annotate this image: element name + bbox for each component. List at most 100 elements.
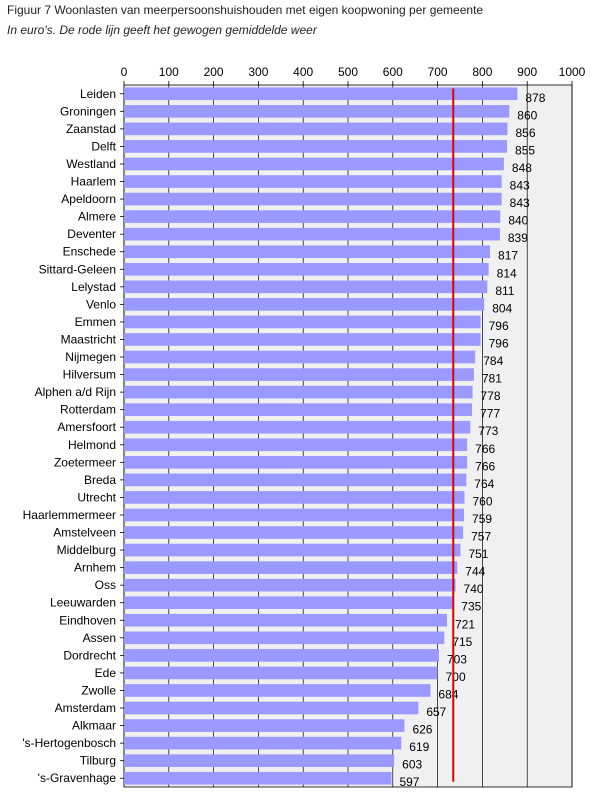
category-label: Amstelveen xyxy=(53,526,116,540)
bar xyxy=(124,473,467,487)
category-label: 's-Gravenhage xyxy=(38,771,117,785)
category-label: Leiden xyxy=(80,87,116,101)
x-tick-label: 0 xyxy=(121,65,128,79)
value-label: 796 xyxy=(489,319,509,333)
category-label: Enschede xyxy=(63,245,117,259)
category-label: Assen xyxy=(83,631,116,645)
bar xyxy=(124,140,508,153)
category-label: Alphen a/d Rijn xyxy=(35,385,116,399)
figure-subtitle: In euro's. De rode lijn geeft het gewoge… xyxy=(7,23,317,37)
value-label: 817 xyxy=(498,249,518,263)
value-label: 703 xyxy=(447,652,467,666)
value-label: 735 xyxy=(461,600,481,614)
category-label: Haarlem xyxy=(71,175,116,189)
value-label: 626 xyxy=(412,723,432,737)
bar xyxy=(124,403,473,416)
value-label: 856 xyxy=(515,126,535,140)
category-label: Hilversum xyxy=(63,368,116,382)
category-label: Sittard-Geleen xyxy=(39,262,116,276)
category-label: Eindhoven xyxy=(59,613,116,627)
category-label: Dordrecht xyxy=(63,648,116,662)
category-label: Haarlemmermeer xyxy=(23,508,116,522)
bar xyxy=(124,385,473,399)
x-tick-label: 400 xyxy=(293,65,313,79)
value-label: 744 xyxy=(465,565,485,579)
category-label: Zwolle xyxy=(81,683,116,697)
bar xyxy=(124,157,504,171)
value-label: 751 xyxy=(468,547,488,561)
category-label: Nijmegen xyxy=(65,350,116,364)
bar xyxy=(124,298,485,311)
category-label: Venlo xyxy=(86,297,116,311)
value-label: 766 xyxy=(475,442,495,456)
x-tick-label: 500 xyxy=(338,65,358,79)
bar xyxy=(124,736,402,750)
category-label: Deventer xyxy=(67,227,116,241)
value-label: 784 xyxy=(483,354,503,368)
bar xyxy=(124,684,431,697)
x-tick-label: 1000 xyxy=(559,65,586,79)
value-label: 843 xyxy=(510,179,530,193)
value-label: 721 xyxy=(455,617,475,631)
value-label: 773 xyxy=(478,424,498,438)
bar xyxy=(124,192,502,206)
value-label: 796 xyxy=(489,336,509,350)
bar xyxy=(124,245,491,259)
bar xyxy=(124,613,448,627)
value-label: 619 xyxy=(409,740,429,754)
bar xyxy=(124,526,464,539)
bar xyxy=(124,420,471,434)
value-label: 804 xyxy=(492,301,512,315)
bar xyxy=(124,87,518,101)
value-label: 878 xyxy=(525,91,545,105)
bar xyxy=(124,508,465,522)
bar xyxy=(124,596,454,610)
category-label: 's-Hertogenbosch xyxy=(22,736,116,750)
category-label: Ede xyxy=(95,666,117,680)
category-label: Rotterdam xyxy=(60,403,116,417)
value-label: 814 xyxy=(497,266,517,280)
category-label: Almere xyxy=(78,210,116,224)
category-label: Maastricht xyxy=(61,332,117,346)
category-label: Amsterdam xyxy=(55,701,116,715)
bar xyxy=(124,666,438,680)
value-label: 778 xyxy=(481,389,501,403)
value-label: 811 xyxy=(495,284,514,298)
bar xyxy=(124,701,419,715)
bar xyxy=(124,438,468,452)
value-label: 597 xyxy=(399,775,419,789)
bar xyxy=(124,227,500,241)
bar xyxy=(124,561,458,574)
category-label: Zoetermeer xyxy=(54,455,116,469)
category-label: Middelburg xyxy=(57,543,116,557)
bar xyxy=(124,175,502,188)
bar xyxy=(124,543,461,557)
category-label: Leeuwarden xyxy=(50,596,116,610)
bar xyxy=(124,368,474,381)
bar xyxy=(124,105,510,118)
category-label: Apeldoorn xyxy=(61,192,116,206)
category-label: Helmond xyxy=(68,438,116,452)
category-label: Lelystad xyxy=(71,280,116,294)
category-label: Oss xyxy=(95,578,116,592)
x-tick-label: 700 xyxy=(428,65,448,79)
x-tick-label: 300 xyxy=(248,65,268,79)
bar xyxy=(124,649,439,662)
x-tick-label: 200 xyxy=(204,65,224,79)
category-label: Alkmaar xyxy=(72,719,116,733)
bar xyxy=(124,719,405,732)
bar xyxy=(124,210,501,223)
category-label: Utrecht xyxy=(77,490,116,504)
value-label: 840 xyxy=(508,214,528,228)
category-label: Emmen xyxy=(75,315,116,329)
x-tick-label: 600 xyxy=(383,65,403,79)
bar xyxy=(124,491,465,504)
value-label: 855 xyxy=(515,143,535,157)
value-label: 757 xyxy=(471,530,491,544)
figure-title: Figuur 7 Woonlasten van meerpersoonshuis… xyxy=(7,3,484,17)
bar xyxy=(124,315,481,329)
value-label: 760 xyxy=(472,494,492,508)
bar xyxy=(124,280,488,294)
bar xyxy=(124,578,456,592)
